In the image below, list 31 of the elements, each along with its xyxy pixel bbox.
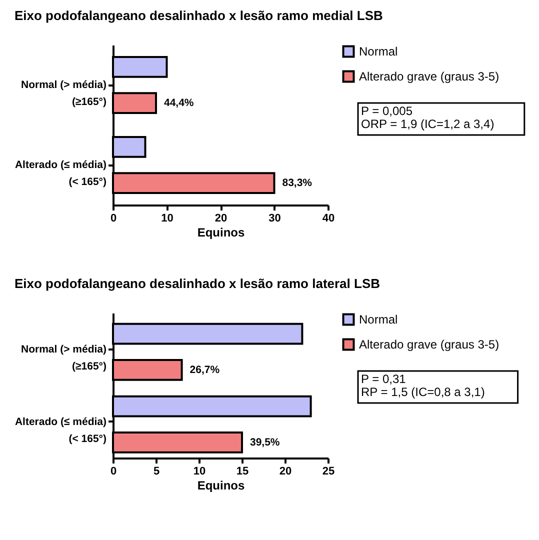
y-tick-label: Normal (> média) (≥165°): [21, 79, 106, 108]
chart-title: Eixo podofalangeano desalinhado x lesão ramo lateral LSB: [14, 276, 380, 291]
x-axis-title: Equinos: [197, 478, 245, 492]
annotation: 26,7%: [190, 364, 220, 376]
legend-label: Alterado grave (graus 3-5): [359, 338, 500, 352]
y-tick-label: Alterado (≤ média) (< 165°): [14, 159, 106, 188]
x-tick-label: 10: [193, 466, 206, 478]
x-tick-label: 15: [236, 466, 249, 478]
x-tick-label: 0: [110, 466, 117, 478]
text: ORP = 1,9 (IC=1,2 a 3,4): [361, 117, 494, 131]
x-tick-label: 0: [110, 212, 117, 224]
x-tick-label: 20: [279, 466, 292, 478]
annotation: 44,4%: [164, 97, 194, 110]
x-tick-label: 30: [268, 212, 281, 224]
text: P = 0,31: [361, 372, 406, 386]
annotation: 39,5%: [250, 436, 280, 448]
annotation: 83,3%: [282, 177, 313, 190]
legend-label: Normal: [359, 44, 398, 58]
text: P = 0,005: [361, 104, 413, 118]
x-tick-label: 5: [153, 466, 160, 478]
x-tick-label: 40: [322, 212, 335, 224]
legend-label: Normal: [359, 312, 398, 326]
legend-label: Alterado grave (graus 3-5): [359, 70, 500, 84]
y-tick-label: Alterado (≤ média) (< 165°): [14, 416, 106, 445]
chart-title: Eixo podofalangeano desalinhado x lesão ramo medial LSB: [14, 8, 383, 23]
x-tick-label: 20: [214, 212, 228, 224]
text: RP = 1,5 (IC=0,8 a 3,1): [361, 385, 485, 399]
y-tick-label: Normal (> média) (≥165°): [21, 343, 106, 372]
x-tick-label: 25: [322, 466, 335, 478]
x-tick-label: 10: [161, 212, 174, 224]
x-axis-title: Equinos: [197, 226, 245, 240]
